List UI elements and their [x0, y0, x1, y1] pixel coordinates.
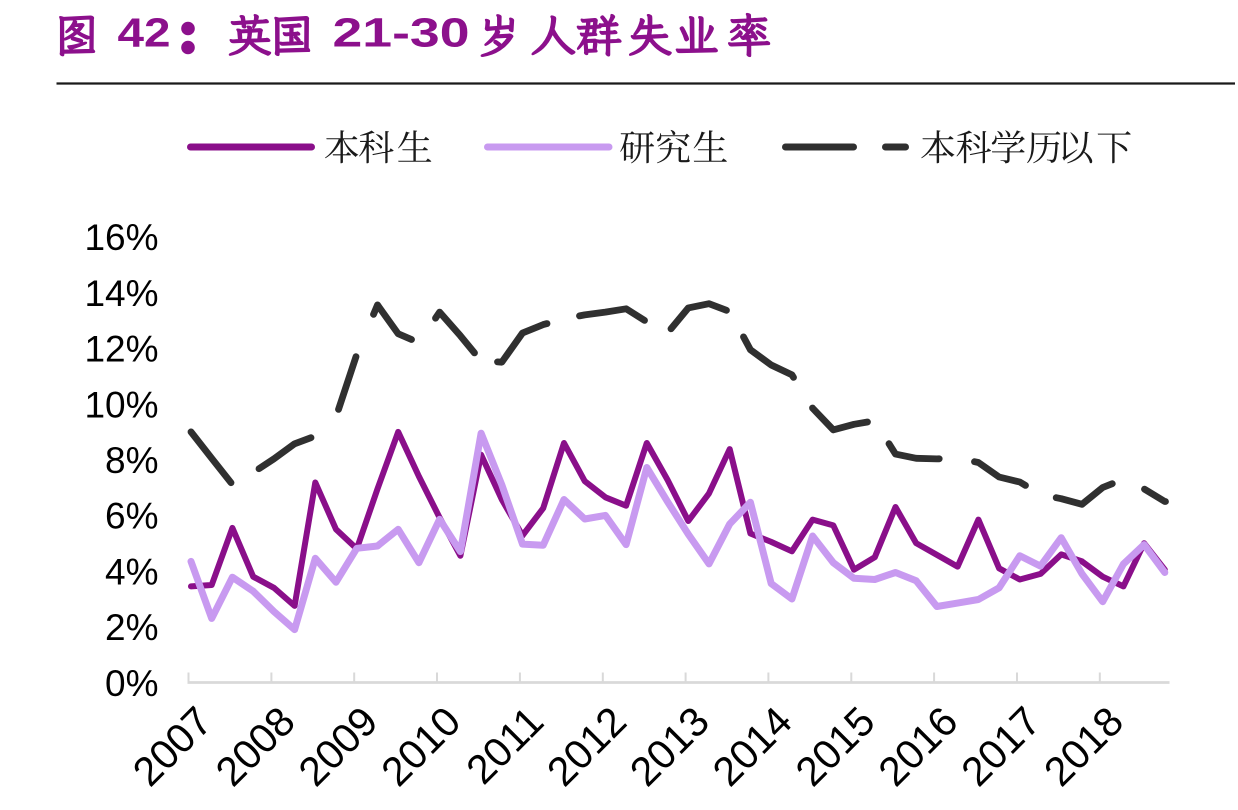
svg-text:8%: 8%: [105, 440, 158, 481]
svg-text:16%: 16%: [84, 217, 158, 258]
svg-text:0%: 0%: [105, 663, 158, 704]
svg-text:14%: 14%: [84, 273, 158, 314]
svg-text:10%: 10%: [84, 384, 158, 425]
svg-text:2%: 2%: [105, 607, 158, 648]
svg-text:12%: 12%: [84, 329, 158, 370]
svg-text:4%: 4%: [105, 551, 158, 592]
svg-text:6%: 6%: [105, 496, 158, 537]
svg-text:42: 42: [118, 10, 171, 56]
svg-text:21-30: 21-30: [333, 10, 470, 56]
